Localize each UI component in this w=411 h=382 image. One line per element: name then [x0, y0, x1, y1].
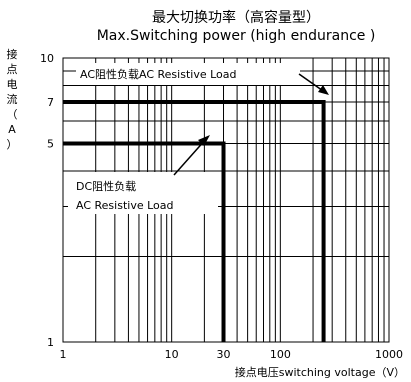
- chart-subtitle: Max.Switching power (high endurance ): [97, 28, 376, 44]
- annotation-dc-line2: AC Resistive Load: [76, 199, 173, 212]
- arrow-ac-head: [318, 85, 329, 95]
- y-axis-label-char: （: [7, 108, 18, 121]
- x-tick-label: 1: [60, 348, 67, 361]
- tick-labels: 1 10 30 100 1000 1 5 7 10: [40, 52, 403, 361]
- x-tick-label: 10: [165, 348, 179, 361]
- y-axis-label-char: 流: [7, 92, 18, 106]
- y-axis-label-char: 点: [7, 63, 18, 76]
- x-tick-label: 30: [217, 348, 231, 361]
- chart-title: 最大切换功率（高容量型）: [152, 9, 320, 26]
- series-group: [63, 99, 326, 342]
- x-tick-label: 100: [270, 348, 291, 361]
- series-line-1: [63, 99, 326, 342]
- y-tick-label: 7: [47, 96, 54, 109]
- annotation-ac: AC阻性负载AC Resistive Load: [80, 67, 237, 81]
- y-axis-label-char: A: [8, 123, 16, 136]
- x-tick-label: 1000: [375, 348, 403, 361]
- y-axis-label-char: 接: [7, 48, 18, 61]
- x-axis-label: 接点电压switching voltage（V）: [235, 366, 405, 379]
- y-axis-label-char: ）: [7, 138, 18, 151]
- grid: [63, 58, 389, 342]
- annotation-box-ac: [76, 63, 300, 85]
- y-tick-label: 1: [47, 336, 54, 349]
- y-tick-label: 10: [40, 52, 54, 65]
- annotation-dc-line1: DC阻性负载: [76, 179, 136, 193]
- annotation-box-dc: [68, 172, 218, 214]
- plot-frame: [62, 57, 390, 343]
- y-axis-label-char: 电: [7, 78, 18, 91]
- series-line-2: [63, 141, 226, 342]
- arrow-dc-head: [198, 135, 210, 146]
- arrow-dc-shaft: [173, 138, 207, 176]
- y-tick-label: 5: [47, 137, 54, 150]
